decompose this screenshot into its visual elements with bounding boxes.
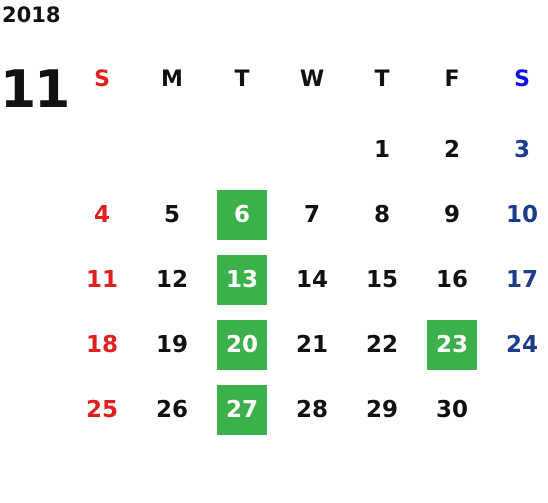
year: 2018 — [2, 3, 61, 27]
day: 15 — [365, 267, 398, 293]
marked-day: 23 — [427, 320, 477, 370]
month: 11 — [0, 60, 70, 120]
day: 19 — [155, 332, 188, 358]
day: 1 — [373, 137, 390, 163]
marked-day: 27 — [217, 385, 267, 435]
weekday-label: M — [161, 67, 183, 92]
day: 24 — [505, 332, 538, 358]
day: 7 — [303, 202, 320, 228]
day: 22 — [365, 332, 398, 358]
day: 5 — [163, 202, 180, 228]
day: 29 — [365, 397, 398, 423]
day: 26 — [155, 397, 188, 423]
day: 8 — [373, 202, 390, 228]
weekday-label: S — [514, 67, 530, 92]
weekday-label: T — [234, 67, 250, 92]
weekday-label: T — [374, 67, 390, 92]
day: 25 — [85, 397, 118, 423]
day: 18 — [85, 332, 118, 358]
day: 10 — [505, 202, 538, 228]
day: 4 — [93, 202, 110, 228]
marked-day: 13 — [217, 255, 267, 305]
day: 3 — [513, 137, 530, 163]
weekday-label: S — [94, 67, 110, 92]
marked-day: 6 — [217, 190, 267, 240]
day: 28 — [295, 397, 328, 423]
day: 14 — [295, 267, 328, 293]
day: 11 — [85, 267, 118, 293]
weekday-label: F — [444, 67, 460, 92]
day: 12 — [155, 267, 188, 293]
weekday-label: W — [299, 67, 325, 92]
day: 2 — [443, 137, 460, 163]
marked-day: 20 — [217, 320, 267, 370]
day: 17 — [505, 267, 538, 293]
day: 21 — [295, 332, 328, 358]
day: 16 — [435, 267, 468, 293]
day: 9 — [443, 202, 460, 228]
day: 30 — [435, 397, 468, 423]
